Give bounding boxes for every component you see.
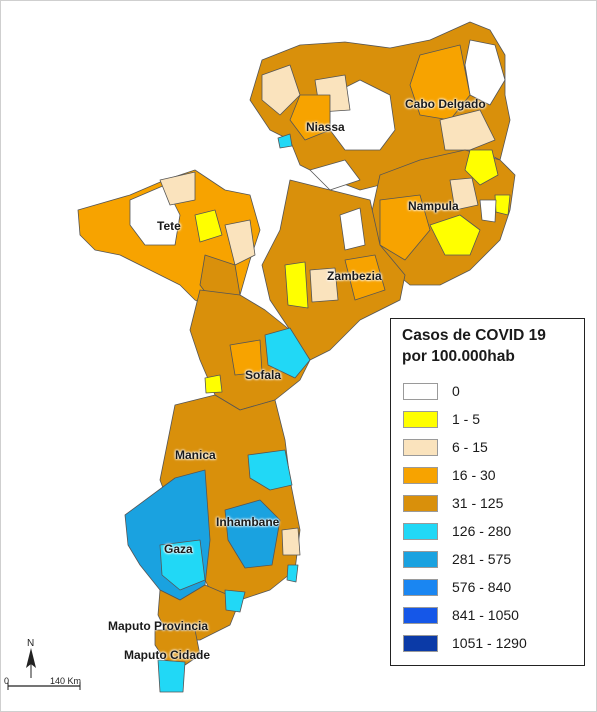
label-inhambane: Inhambane bbox=[216, 515, 280, 529]
legend-title-line2: por 100.000hab bbox=[402, 348, 515, 365]
region-tete-yellow bbox=[194, 209, 223, 243]
legend-swatch bbox=[403, 383, 438, 400]
region-niassa-zero-2 bbox=[309, 159, 361, 191]
legend-item: 6 - 15 bbox=[403, 439, 578, 457]
legend-swatch bbox=[403, 551, 438, 568]
region-tete-light-1 bbox=[159, 171, 196, 206]
legend-label: 1 - 5 bbox=[452, 411, 481, 427]
legend-label: 6 - 15 bbox=[452, 439, 488, 455]
legend-swatch bbox=[403, 523, 438, 540]
legend-title: Casos de COVID 19 por 100.000hab bbox=[402, 325, 582, 367]
legend-label: 126 - 280 bbox=[452, 523, 512, 539]
scale-distance-label: 140 Km bbox=[50, 676, 82, 686]
region-nampula-zero bbox=[479, 199, 497, 223]
label-maputo-cidade: Maputo Cidade bbox=[124, 648, 210, 662]
legend-label: 281 - 575 bbox=[452, 551, 512, 567]
label-manica: Manica bbox=[175, 448, 216, 462]
legend-item: 31 - 125 bbox=[403, 495, 578, 513]
legend-item: 1051 - 1290 bbox=[403, 635, 578, 653]
legend-label: 576 - 840 bbox=[452, 579, 512, 595]
legend-label: 1051 - 1290 bbox=[452, 635, 527, 651]
legend-swatch bbox=[403, 635, 438, 652]
legend-label: 31 - 125 bbox=[452, 495, 504, 511]
legend-item: 0 bbox=[403, 383, 578, 401]
label-sofala: Sofala bbox=[245, 368, 282, 382]
region-gaza-south bbox=[157, 584, 241, 641]
legend-item: 126 - 280 bbox=[403, 523, 578, 541]
label-tete: Tete bbox=[157, 219, 181, 233]
region-nampula-yellow-3 bbox=[494, 194, 511, 216]
region-zambezia-zero bbox=[339, 207, 366, 251]
region-cabo-light bbox=[439, 109, 496, 151]
legend-label: 841 - 1050 bbox=[452, 607, 519, 623]
scale-bar: N 0 140 Km bbox=[0, 638, 110, 698]
label-niassa: Niassa bbox=[306, 120, 345, 134]
region-inhambane-light bbox=[281, 527, 301, 556]
legend-swatch bbox=[403, 411, 438, 428]
legend-swatch bbox=[403, 579, 438, 596]
region-inhambane-blue bbox=[247, 449, 293, 491]
region-tete-light-2 bbox=[224, 219, 256, 266]
region-nampula-light bbox=[449, 177, 479, 211]
scale-zero-label: 0 bbox=[4, 676, 10, 686]
region-cabo-zero-1 bbox=[464, 39, 506, 106]
region-gaza-light-blue bbox=[159, 539, 206, 591]
region-nampula-yellow-2 bbox=[429, 214, 481, 256]
region-nampula-yellow-1 bbox=[464, 149, 499, 186]
legend-swatch bbox=[403, 607, 438, 624]
legend-swatch bbox=[403, 467, 438, 484]
legend-swatch bbox=[403, 439, 438, 456]
region-niassa-light-1 bbox=[261, 64, 301, 116]
label-nampula: Nampula bbox=[408, 199, 459, 213]
legend-swatch bbox=[403, 495, 438, 512]
region-sofala-yellow bbox=[204, 374, 223, 394]
north-label: N bbox=[27, 638, 35, 649]
label-gaza: Gaza bbox=[164, 542, 193, 556]
legend-title-line1: Casos de COVID 19 bbox=[402, 327, 546, 344]
legend-item: 1 - 5 bbox=[403, 411, 578, 429]
region-niassa-orange-1 bbox=[289, 94, 331, 141]
legend-label: 0 bbox=[452, 383, 460, 399]
region-zambezia-light bbox=[309, 267, 339, 303]
label-cabo-delgado: Cabo Delgado bbox=[405, 97, 486, 111]
region-nampula-orange bbox=[379, 194, 431, 261]
region-zambezia-yellow bbox=[284, 261, 309, 309]
region-maputo-cidade bbox=[157, 659, 186, 693]
label-zambezia: Zambezia bbox=[327, 269, 382, 283]
region-inhambane-dark-blue bbox=[224, 499, 281, 569]
region-sofala-blue bbox=[264, 327, 311, 379]
legend-label: 16 - 30 bbox=[452, 467, 496, 483]
region-niassa-blue bbox=[277, 133, 293, 149]
legend-item: 16 - 30 bbox=[403, 467, 578, 485]
label-maputo-provincia: Maputo Provincia bbox=[108, 619, 209, 633]
region-zambezia-orange bbox=[344, 254, 386, 301]
region-gaza-blue-south bbox=[224, 589, 246, 613]
north-arrow-icon bbox=[7, 648, 81, 690]
map-legend: Casos de COVID 19 por 100.000hab 0 1 - 5… bbox=[390, 318, 585, 666]
region-inhambane-blue-coast bbox=[286, 564, 299, 583]
legend-item: 841 - 1050 bbox=[403, 607, 578, 625]
region-sofala-orange bbox=[229, 339, 263, 376]
legend-item: 576 - 840 bbox=[403, 579, 578, 597]
legend-item: 281 - 575 bbox=[403, 551, 578, 569]
